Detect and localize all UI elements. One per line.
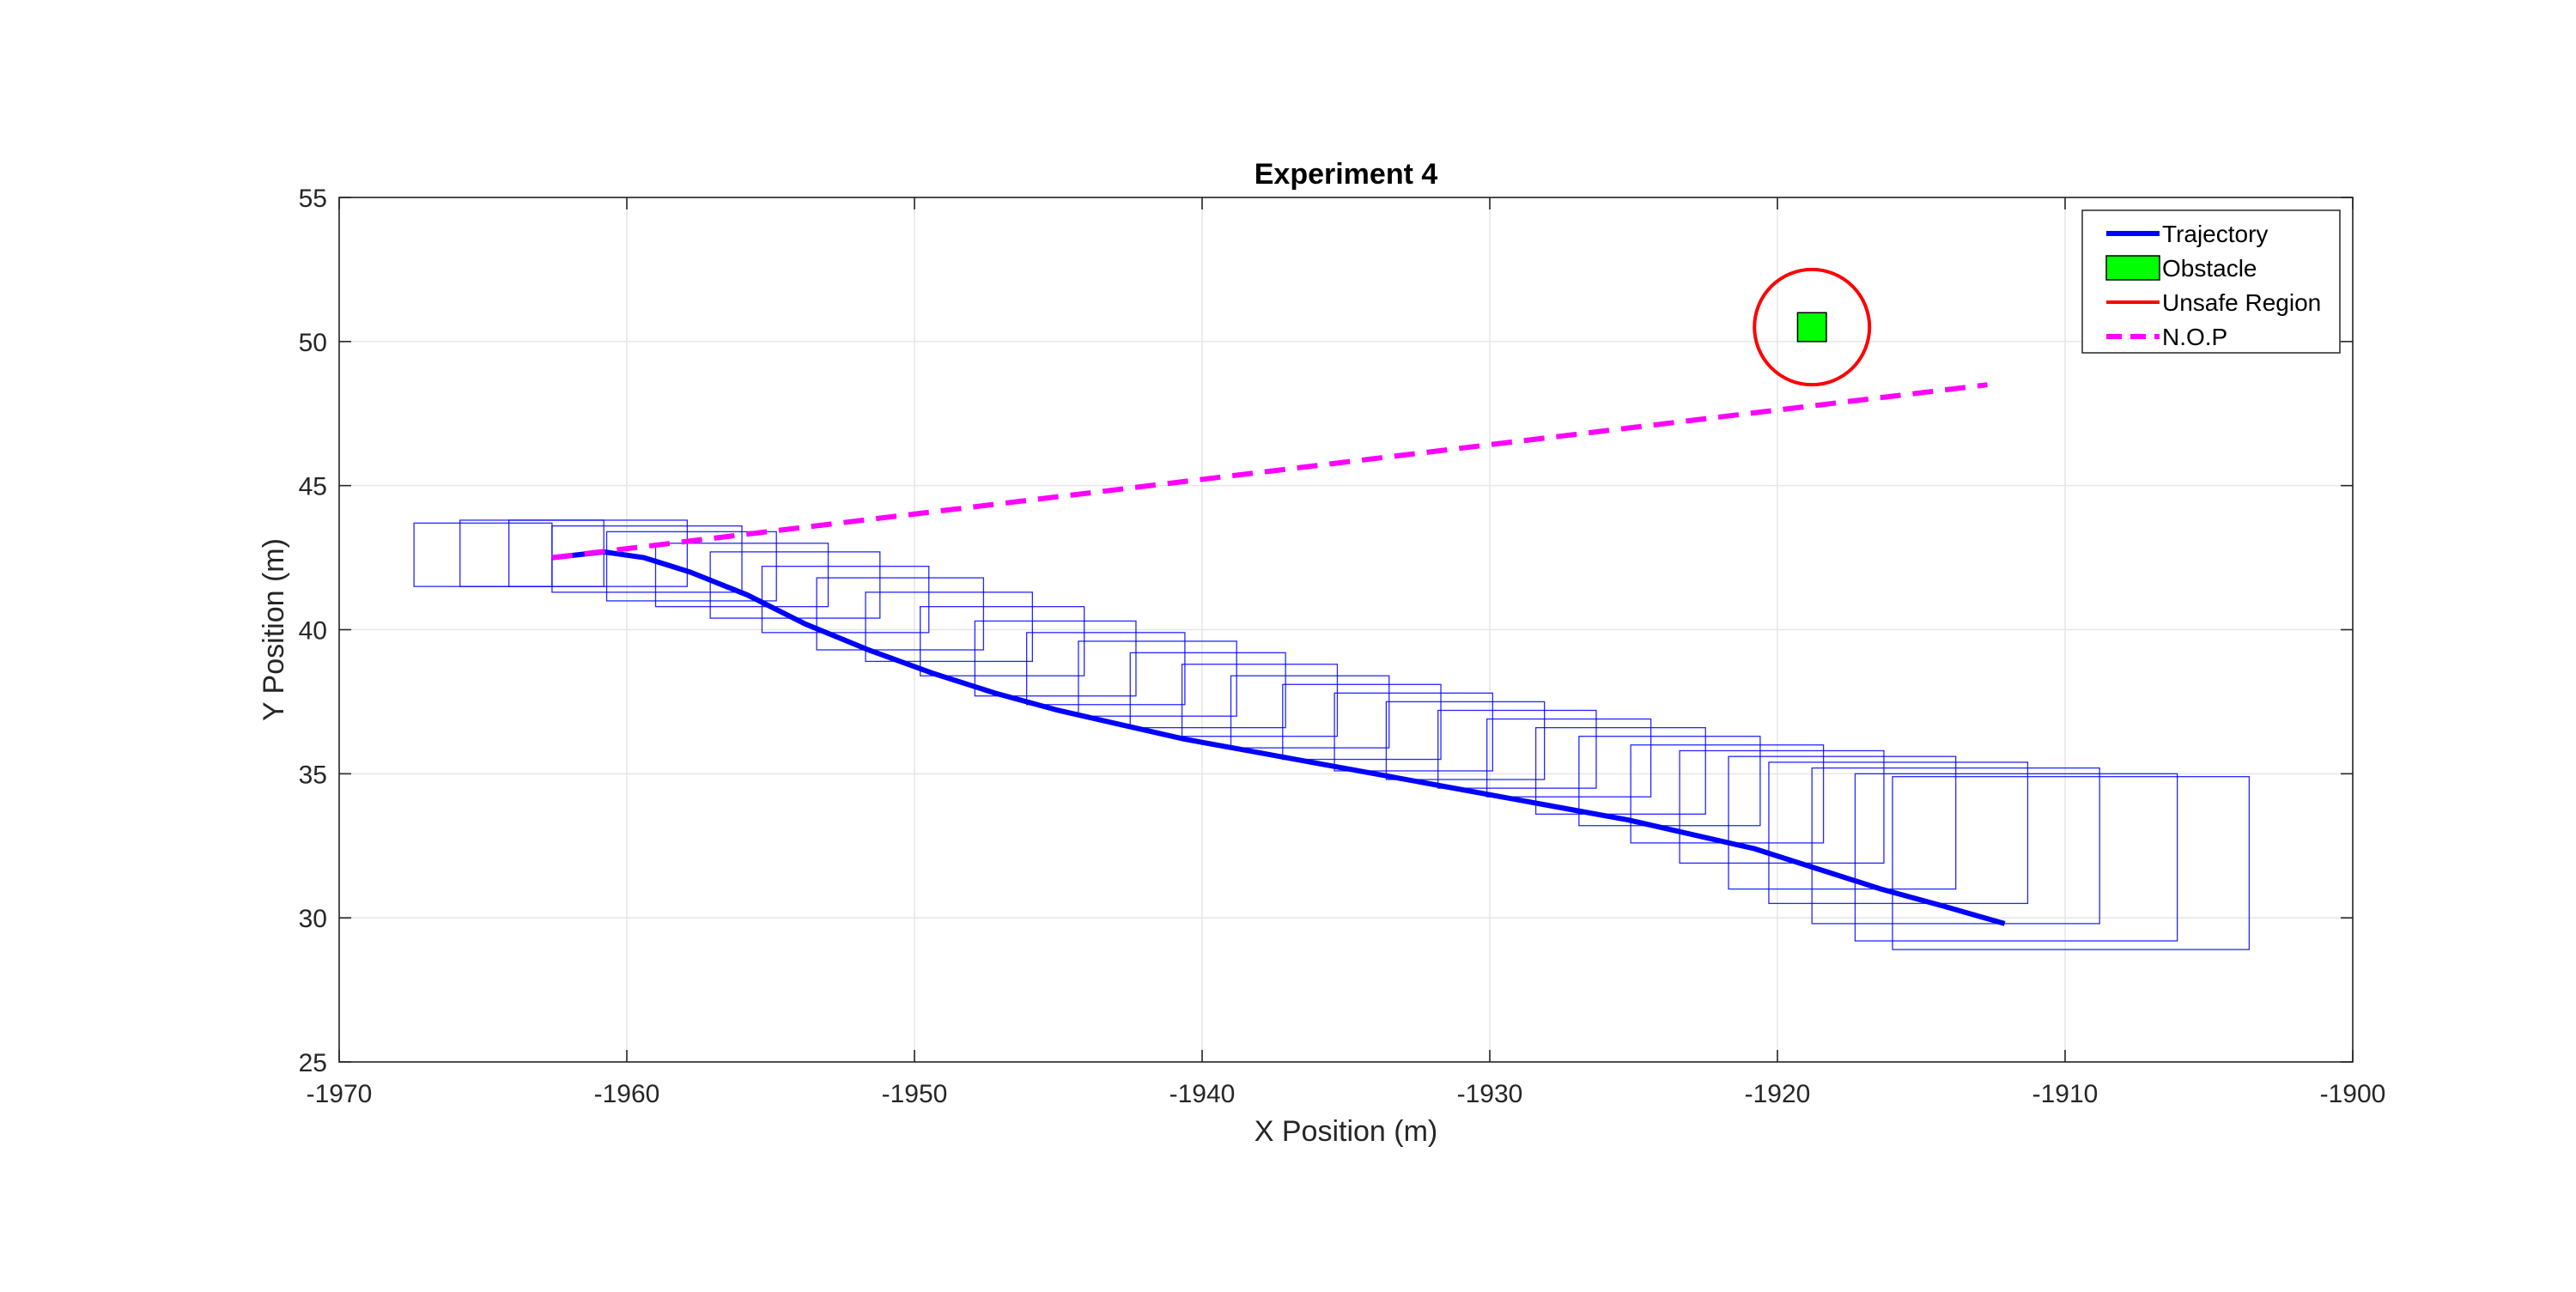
legend-label-trajectory: Trajectory	[2162, 221, 2268, 247]
y-axis-label: Y Position (m)	[258, 538, 290, 721]
x-tick-label: -1910	[2032, 1080, 2099, 1108]
chart-title: Experiment 4	[1255, 158, 1438, 191]
x-axis-label: X Position (m)	[1255, 1115, 1438, 1148]
unsafe-region-circle	[1753, 267, 1872, 387]
reachable-box	[1486, 718, 1652, 798]
reachable-box	[508, 519, 689, 587]
y-tick-label: 45	[299, 473, 327, 501]
legend-label-unsafe: Unsafe Region	[2162, 289, 2321, 316]
reachable-box	[1282, 683, 1442, 761]
reachable-box	[761, 566, 930, 634]
x-tick-label: -1900	[2320, 1080, 2386, 1108]
legend-label-nop: N.O.P	[2162, 324, 2227, 350]
reachable-box	[1230, 675, 1390, 749]
reachable-box	[1181, 664, 1339, 737]
reachable-box	[974, 620, 1137, 697]
x-tick-label: -1970	[307, 1080, 373, 1108]
reachable-box	[1129, 652, 1286, 729]
ticks: -1970 -1960 -1950 -1940 -1930 -1920 -1910 -1900…	[299, 185, 2386, 1108]
y-tick-label: 25	[299, 1049, 327, 1077]
y-tick-label: 30	[299, 905, 327, 933]
reachable-box	[551, 525, 743, 593]
reachable-box	[654, 543, 829, 608]
reachable-box	[1679, 749, 1885, 864]
legend-item-trajectory: Trajectory	[2106, 221, 2268, 247]
legend-item-obstacle: Obstacle	[2105, 255, 2257, 282]
x-tick-label: -1950	[882, 1080, 948, 1108]
reachable-box	[1385, 701, 1546, 780]
trajectory-line	[551, 549, 2006, 926]
y-tick-label: 35	[299, 761, 327, 789]
legend-label-obstacle: Obstacle	[2162, 255, 2257, 282]
series-layer	[551, 267, 2006, 926]
y-tick-label: 50	[299, 329, 327, 357]
reachable-box	[1854, 773, 2178, 942]
reachable-box	[1437, 709, 1597, 789]
nop-line	[551, 382, 1988, 561]
reachable-box	[1334, 692, 1493, 772]
reachable-box	[1078, 640, 1237, 717]
reachable-box	[1811, 767, 2100, 925]
reachable-box	[1768, 761, 2029, 905]
x-tick-label: -1940	[1170, 1080, 1236, 1108]
reachable-box	[1534, 726, 1706, 815]
reachable-box	[816, 577, 985, 651]
y-tick-label: 40	[299, 617, 327, 646]
reachable-box	[1026, 632, 1186, 706]
reachable-box	[1578, 736, 1761, 827]
legend-swatch-obstacle	[2105, 255, 2160, 281]
reachable-box	[1728, 755, 1957, 890]
y-tick-label: 55	[299, 185, 327, 213]
obstacle-square	[1796, 312, 1827, 343]
legend: Trajectory Obstacle Unsafe Region N.O.P	[2081, 209, 2341, 354]
reachable-box	[865, 591, 1033, 663]
x-tick-label: -1920	[1745, 1080, 1811, 1108]
legend-item-nop: N.O.P	[2106, 324, 2227, 350]
legend-item-unsafe: Unsafe Region	[2106, 289, 2321, 316]
reachable-box	[1892, 776, 2251, 950]
x-tick-label: -1960	[594, 1080, 660, 1108]
x-tick-label: -1930	[1457, 1080, 1523, 1108]
